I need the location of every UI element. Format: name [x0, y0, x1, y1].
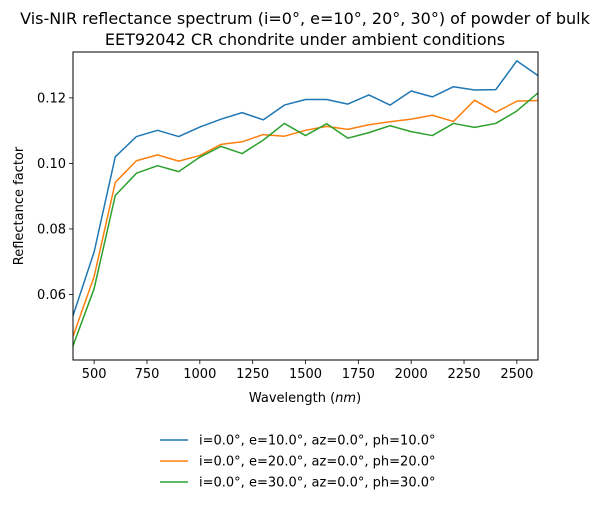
- series-lines: [72, 60, 539, 347]
- y-tick-label: 0.12: [37, 91, 66, 106]
- legend-label-1: i=0.0°, e=10.0°, az=0.0°, ph=10.0°: [199, 434, 436, 449]
- y-tick-label: 0.10: [37, 157, 66, 172]
- x-tick-label: 2250: [447, 367, 480, 382]
- x-axis-label-suffix: ): [356, 391, 361, 406]
- legend-label-2: i=0.0°, e=20.0°, az=0.0°, ph=20.0°: [199, 455, 436, 470]
- legend: i=0.0°, e=10.0°, az=0.0°, ph=10.0° i=0.0°…: [160, 434, 436, 491]
- legend-label-3: i=0.0°, e=30.0°, az=0.0°, ph=30.0°: [199, 476, 436, 491]
- x-axis-label: Wavelength (nm): [249, 391, 361, 406]
- x-tick-label: 500: [82, 367, 107, 382]
- chart-title-line-1: Vis-NIR reflectance spectrum (i=0°, e=10…: [20, 9, 590, 28]
- x-tick-label: 750: [135, 367, 160, 382]
- series-line-1: [72, 60, 539, 317]
- y-axis-label: Reflectance factor: [12, 146, 27, 265]
- x-axis-label-prefix: Wavelength (: [249, 391, 335, 406]
- x-tick-label: 1750: [342, 367, 375, 382]
- chart-title-line-2: EET92042 CR chondrite under ambient cond…: [105, 30, 505, 49]
- x-tick-label: 1500: [289, 367, 322, 382]
- y-axis-ticks: 0.06 0.08 0.10 0.12: [37, 91, 73, 303]
- y-tick-label: 0.08: [37, 222, 66, 237]
- x-tick-label: 2500: [500, 367, 533, 382]
- x-tick-label: 1000: [183, 367, 216, 382]
- y-tick-label: 0.06: [37, 288, 66, 303]
- x-tick-label: 2000: [395, 367, 428, 382]
- x-tick-label: 1250: [236, 367, 269, 382]
- series-line-2: [72, 99, 539, 337]
- x-axis-ticks: 500 750 1000 1250 1500 1750 2000 2250 2500: [82, 360, 533, 382]
- series-line-3: [72, 92, 539, 347]
- x-axis-label-unit: nm: [335, 391, 356, 406]
